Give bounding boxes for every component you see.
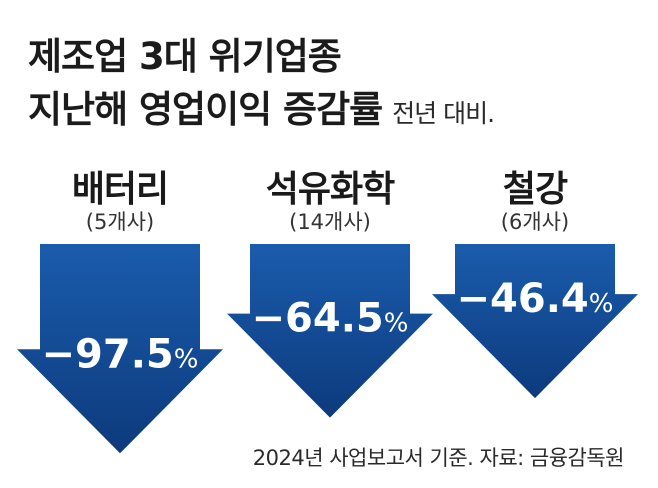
source-note: 2024년 사업보고서 기준. 자료: 금융감독원 (252, 446, 625, 470)
category-label-steel: 철강 (502, 169, 568, 210)
category-label-petrochemical: 석유화학 (265, 169, 395, 210)
title-line-1: 제조업 3대 위기업종 (28, 35, 342, 78)
category-note-battery: (5개사) (85, 210, 155, 234)
subtitle-note: 전년 대비. (392, 99, 495, 128)
title-line-2: 지난해 영업이익 증감률 전년 대비. (28, 79, 495, 133)
arrow-bar-battery (17, 244, 223, 454)
arrow-bar-steel (432, 244, 638, 399)
category-label-battery: 배터리 (71, 169, 169, 210)
category-note-petrochemical: (14개사) (289, 210, 371, 234)
title-line-2-text: 지난해 영업이익 증감률 (28, 88, 383, 131)
value-label-petrochemical: −64.5% (252, 296, 409, 342)
category-note-steel: (6개사) (500, 210, 570, 234)
value-label-battery: −97.5% (42, 331, 199, 377)
value-label-steel: −46.4% (457, 276, 614, 322)
arrow-bar-petrochemical (227, 244, 433, 418)
